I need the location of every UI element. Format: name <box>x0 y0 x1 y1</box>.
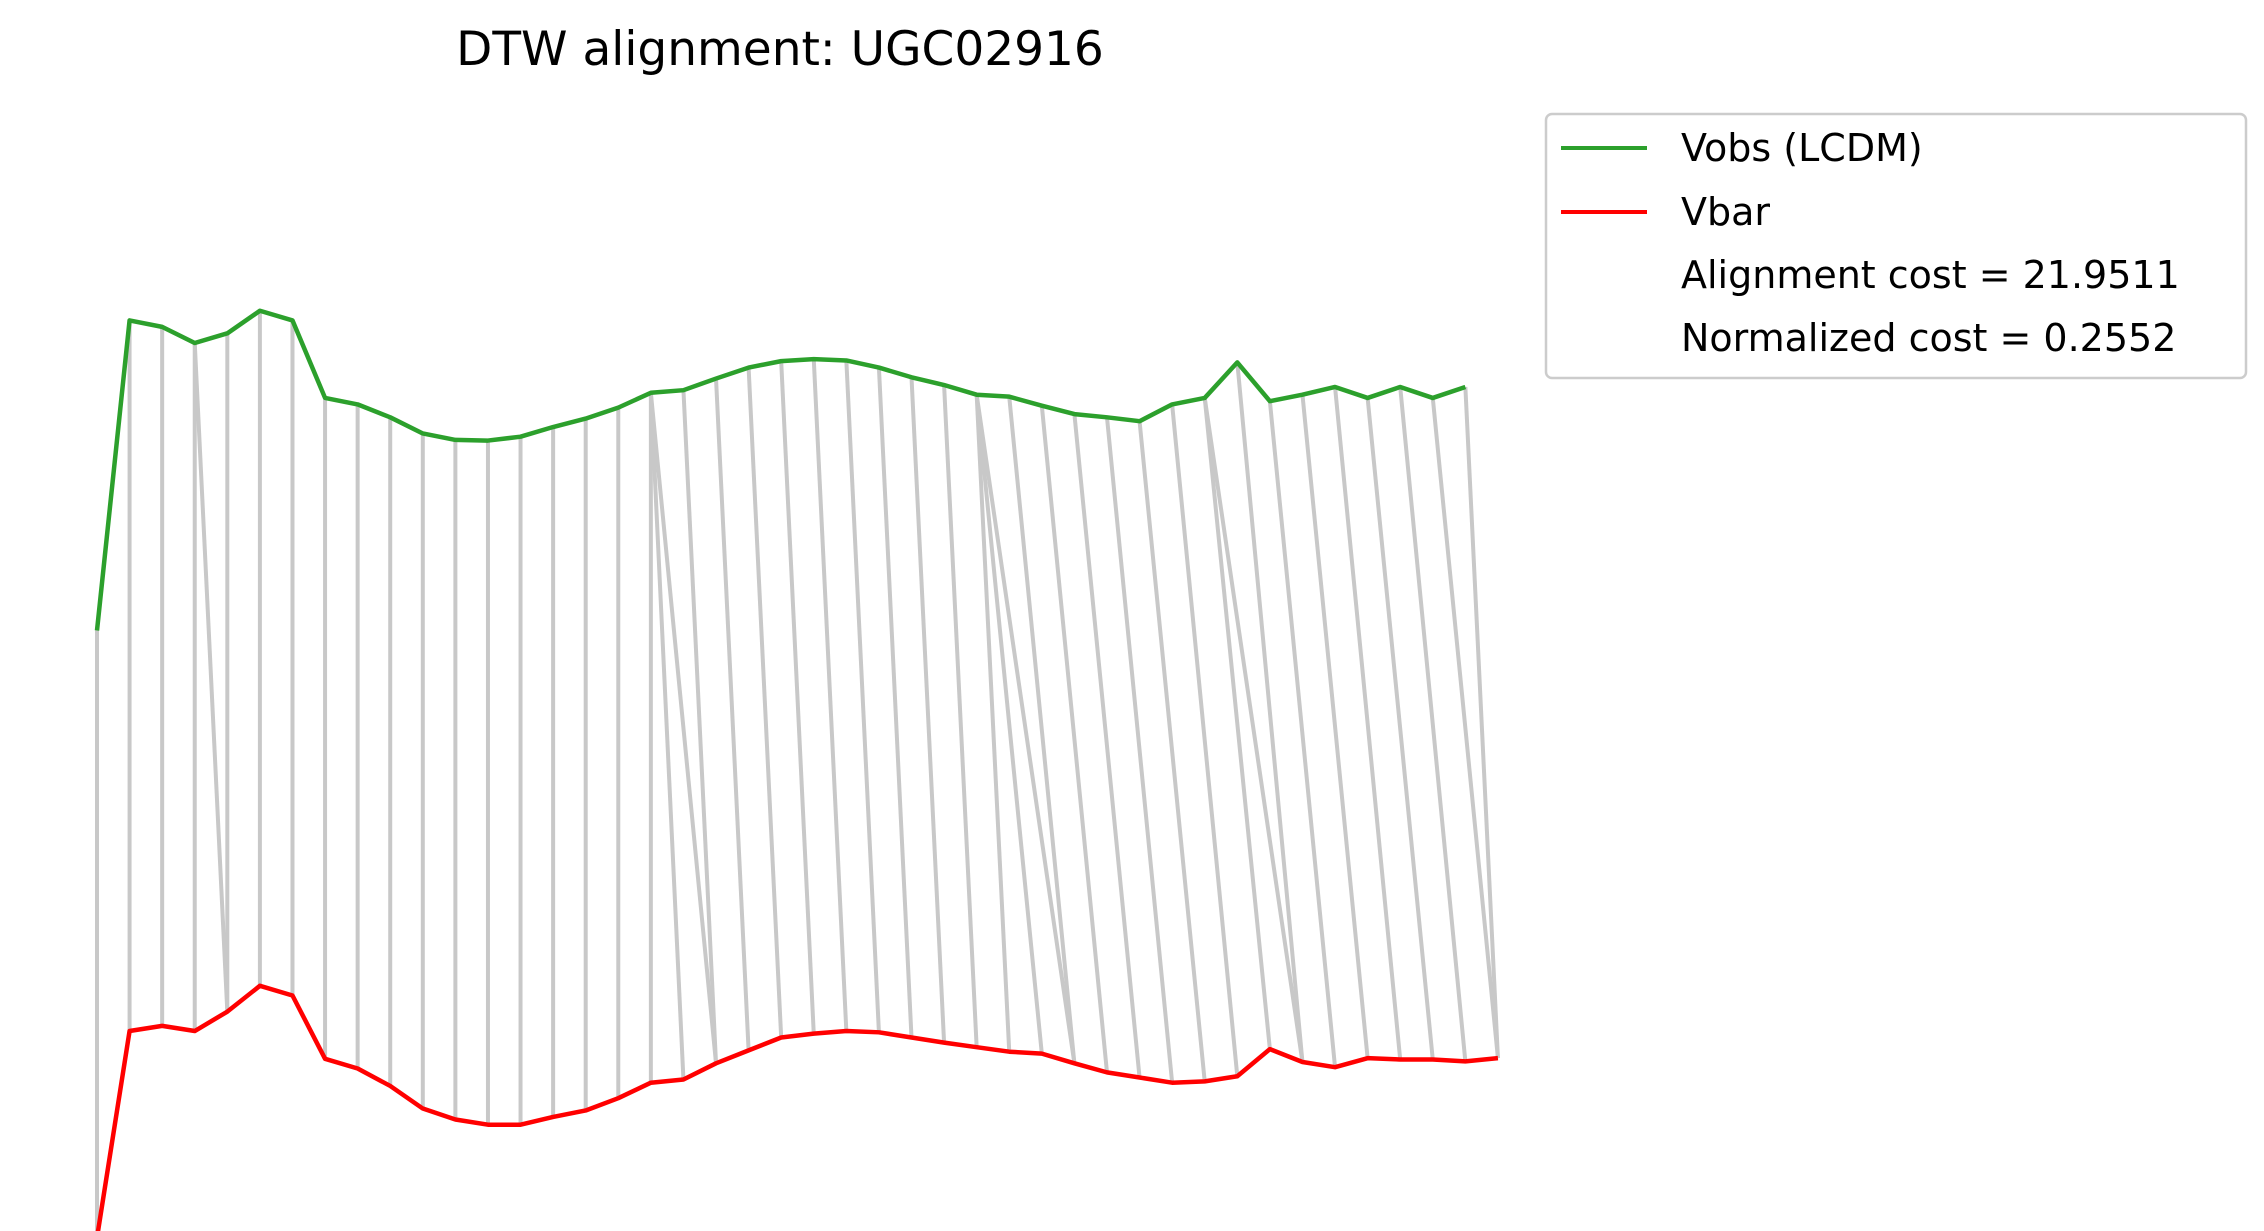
alignment-line <box>844 360 881 1033</box>
alignment-line <box>1104 417 1175 1083</box>
alignment-line <box>1430 397 1500 1059</box>
alignment-line <box>1170 404 1240 1077</box>
alignment-line <box>811 359 849 1032</box>
alignment-line <box>974 394 1012 1052</box>
alignment-line <box>909 377 947 1043</box>
alignment-line <box>974 394 1077 1064</box>
alignment-line <box>1463 386 1500 1059</box>
alignment-line <box>1202 397 1305 1063</box>
alignment-lines <box>95 310 1500 1231</box>
alignment-line <box>714 378 751 1051</box>
series-line-vobs <box>94 308 1467 631</box>
alignment-line <box>681 390 719 1064</box>
alignment-line <box>779 361 816 1034</box>
legend-frame <box>1544 112 2248 380</box>
chart-title: DTW alignment: UGC02916 <box>456 22 1104 77</box>
alignment-line <box>942 384 979 1048</box>
alignment-line <box>1007 396 1077 1064</box>
alignment-line <box>876 367 914 1038</box>
alignment-line <box>1333 386 1403 1060</box>
alignment-line <box>1202 397 1272 1050</box>
series-lines <box>94 308 1499 1231</box>
alignment-line <box>1398 386 1468 1062</box>
legend: Vobs (LCDM) Vbar Alignment cost = 21.951… <box>1544 112 2248 380</box>
alignment-line <box>1039 405 1109 1073</box>
series-line-vbar <box>95 983 1499 1231</box>
alignment-line <box>974 394 1044 1054</box>
alignment-line <box>648 392 686 1080</box>
alignment-line <box>1072 413 1142 1078</box>
alignment-line <box>1137 420 1207 1082</box>
alignment-line <box>1235 362 1305 1063</box>
alignment-line <box>648 392 719 1064</box>
legend-alignment-cost: Alignment cost = 21.9511 <box>1681 253 2180 297</box>
alignment-line <box>1365 397 1435 1060</box>
alignment-line <box>192 342 230 1012</box>
alignment-line <box>1300 394 1370 1059</box>
legend-normalized-cost: Normalized cost = 0.2552 <box>1681 316 2176 360</box>
legend-label-vbar: Vbar <box>1681 190 1770 234</box>
alignment-line <box>1267 400 1338 1068</box>
legend-label-vobs: Vobs (LCDM) <box>1681 126 1923 170</box>
alignment-line <box>746 367 784 1038</box>
